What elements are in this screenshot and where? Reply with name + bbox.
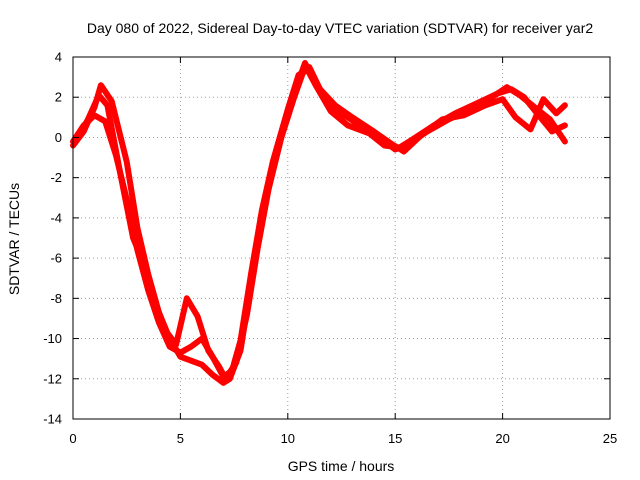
x-axis-label: GPS time / hours — [288, 458, 395, 474]
x-tick-label: 20 — [495, 431, 509, 446]
plot-frame — [72, 56, 611, 420]
y-tick-label: -4 — [50, 210, 62, 225]
grid-lines — [73, 57, 610, 419]
y-tick-label: -6 — [50, 251, 62, 266]
x-tick-label: 5 — [177, 431, 184, 446]
x-tick-label: 10 — [281, 431, 295, 446]
y-axis-label: SDTVAR / TECUs — [6, 183, 22, 295]
x-tick-label: 15 — [388, 431, 402, 446]
series-line-satellite-track-3 — [74, 64, 568, 382]
y-tick-label: -2 — [50, 170, 62, 185]
x-tick-label: 0 — [69, 431, 76, 446]
y-tick-label: -14 — [43, 412, 62, 427]
series-line-satellite-track-1 — [70, 60, 568, 386]
y-tick-label: 2 — [55, 90, 62, 105]
y-tick-label: -10 — [43, 331, 62, 346]
y-tick-label: 4 — [55, 50, 62, 65]
y-tick-label: -12 — [43, 371, 62, 386]
y-tick-label: -8 — [50, 291, 62, 306]
y-tick-label: 0 — [55, 130, 62, 145]
data-series — [70, 60, 568, 386]
x-tick-label: 25 — [603, 431, 617, 446]
chart-title: Day 080 of 2022, Sidereal Day-to-day VTE… — [87, 20, 593, 36]
series-line-satellite-track-2 — [70, 66, 568, 380]
